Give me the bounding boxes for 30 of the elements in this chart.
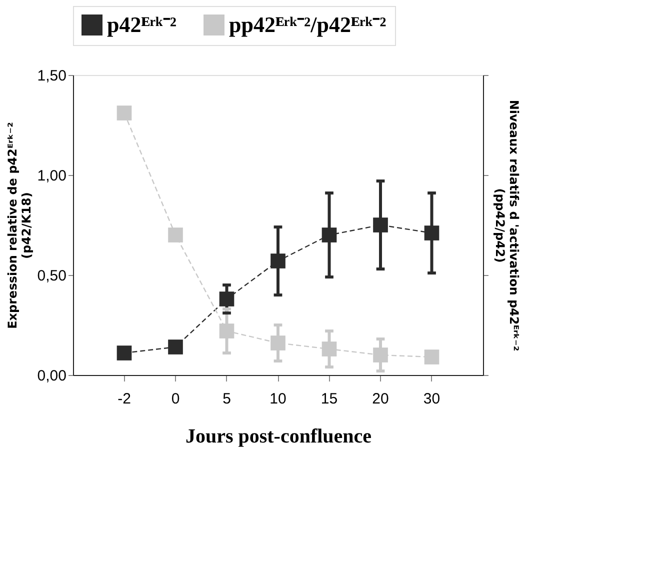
point	[322, 228, 337, 242]
y2-axis-title: Niveaux relatifs d 'activation p42ᴱʳᵏ⁻² (pp42/p42)	[493, 100, 521, 352]
x-tick-label: 30	[423, 390, 440, 408]
point	[270, 336, 286, 350]
point	[373, 348, 388, 362]
point	[116, 106, 132, 120]
y-tick-label: 0,50	[37, 268, 66, 284]
point	[424, 350, 440, 364]
point	[373, 218, 388, 232]
x-tick-label: 15	[320, 390, 338, 408]
point	[168, 228, 183, 242]
x-tick-label: 5	[222, 390, 231, 408]
point	[219, 324, 234, 338]
x-tick-label: -2	[118, 390, 131, 408]
x-tick-label: 10	[270, 390, 286, 408]
y-axis-title: Expression relative de p42ᴱʳᵏ⁻² (p42/K18)	[5, 122, 34, 329]
point	[219, 292, 234, 306]
y-tick-label: 1,00	[37, 168, 66, 184]
legend-label: pp42ᴱʳᵏ⁻²/p42ᴱʳᵏ⁻²	[229, 12, 387, 37]
point	[116, 346, 132, 360]
point	[322, 342, 337, 356]
point	[424, 226, 440, 240]
y-tick-label: 1,50	[37, 68, 66, 84]
point	[270, 254, 286, 268]
x-axis-title: Jours post-confluence	[185, 426, 372, 448]
x-tick-label: 20	[372, 390, 389, 408]
legend-label: p42ᴱʳᵏ⁻²	[107, 12, 177, 37]
point	[168, 340, 183, 354]
x-tick-label: 0	[171, 390, 180, 408]
y-tick-label: 0,00	[37, 368, 66, 384]
